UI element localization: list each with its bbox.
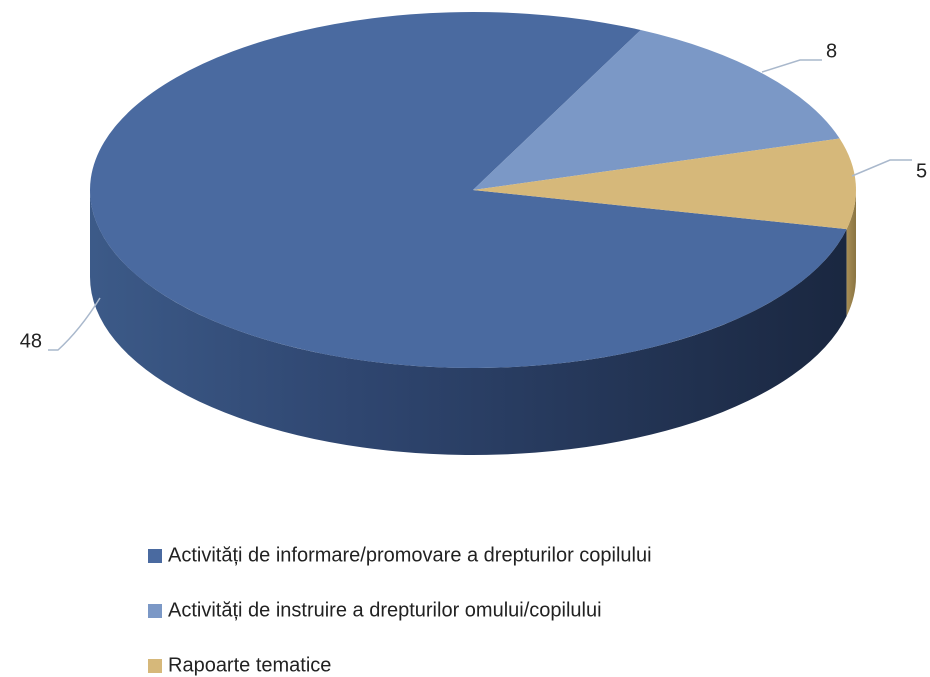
slice-side	[89, 190, 847, 456]
data-label: 5	[916, 160, 927, 182]
leader-line	[851, 159, 912, 177]
legend-label: Rapoarte tematice	[168, 654, 331, 676]
legend-swatch	[148, 604, 162, 618]
slice-side	[846, 190, 857, 317]
leader-line	[761, 59, 822, 73]
legend-label: Activități de informare/promovare a drep…	[168, 544, 652, 566]
legend: Activități de informare/promovare a drep…	[148, 544, 652, 676]
legend-label: Activități de instruire a drepturilor om…	[168, 599, 602, 621]
legend-swatch	[148, 549, 162, 563]
slice	[473, 29, 840, 191]
pie	[89, 11, 857, 456]
data-label: 8	[826, 40, 837, 62]
leader-line	[48, 297, 101, 351]
data-label: 48	[20, 330, 42, 352]
legend-swatch	[148, 659, 162, 673]
labels: 48 8 5	[20, 40, 927, 352]
slice	[90, 11, 847, 369]
slice	[473, 138, 856, 230]
